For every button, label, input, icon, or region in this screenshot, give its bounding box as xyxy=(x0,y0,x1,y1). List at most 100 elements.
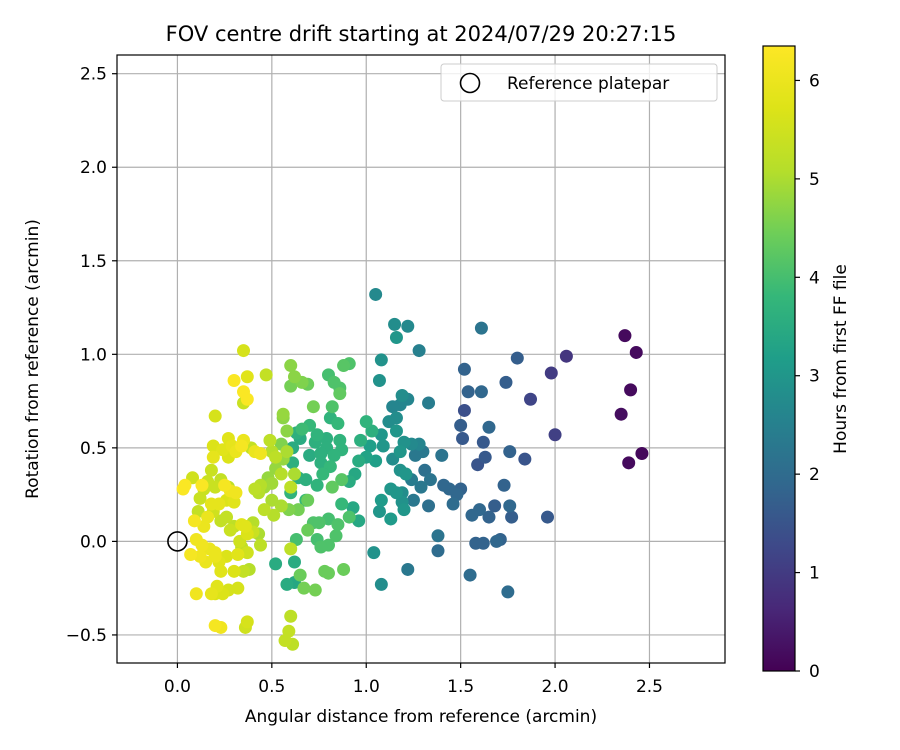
data-point xyxy=(397,503,411,517)
data-point xyxy=(544,366,558,380)
y-axis-label: Rotation from reference (arcmin) xyxy=(23,219,43,499)
data-point xyxy=(195,478,209,492)
legend-label: Reference platepar xyxy=(507,74,669,94)
data-point xyxy=(395,388,409,402)
data-point xyxy=(240,370,254,384)
data-point xyxy=(295,422,309,436)
chart-title: FOV centre drift starting at 2024/07/29 … xyxy=(166,22,677,46)
data-point xyxy=(399,467,413,481)
plot-frame xyxy=(116,54,726,664)
data-point xyxy=(204,497,218,511)
data-point xyxy=(204,463,218,477)
y-tick-label: 2.5 xyxy=(80,65,107,85)
data-point xyxy=(308,583,322,597)
data-point xyxy=(284,359,298,373)
data-point xyxy=(325,400,339,414)
data-point xyxy=(435,448,449,462)
data-point xyxy=(482,420,496,434)
data-point xyxy=(327,448,341,462)
data-point xyxy=(374,353,388,367)
data-point xyxy=(352,454,366,468)
data-point xyxy=(310,478,324,492)
data-point xyxy=(227,564,241,578)
data-point xyxy=(342,510,356,524)
x-tick-label: 2.5 xyxy=(636,677,663,697)
data-point xyxy=(280,424,294,438)
data-point xyxy=(463,568,477,582)
colorbar-gradient xyxy=(762,45,796,672)
data-point xyxy=(518,452,532,466)
data-point xyxy=(206,450,220,464)
data-point xyxy=(622,456,636,470)
data-point xyxy=(329,529,343,543)
data-point xyxy=(454,418,468,432)
data-point xyxy=(289,533,303,547)
data-point xyxy=(382,415,396,429)
data-point xyxy=(474,321,488,335)
data-point xyxy=(321,566,335,580)
legend-box xyxy=(440,63,718,102)
data-point xyxy=(457,403,471,417)
data-point xyxy=(331,518,345,532)
data-point xyxy=(314,540,328,554)
colorbar-tick-label: 0 xyxy=(809,662,820,682)
data-point xyxy=(372,374,386,388)
data-point xyxy=(240,392,254,406)
data-point xyxy=(423,473,437,487)
data-point xyxy=(325,480,339,494)
y-tick-label: 2.0 xyxy=(80,158,107,178)
x-tick-label: 2.0 xyxy=(542,677,569,697)
data-point xyxy=(478,450,492,464)
data-point xyxy=(372,504,386,518)
data-point xyxy=(193,491,207,505)
data-point xyxy=(401,562,415,576)
data-point xyxy=(422,499,436,513)
colorbar-tick-label: 2 xyxy=(809,465,820,485)
grid-lines xyxy=(117,55,725,663)
y-tick-label: 0.5 xyxy=(80,439,107,459)
data-point xyxy=(629,345,643,359)
data-point xyxy=(406,493,420,507)
data-point xyxy=(388,317,402,331)
reference-platepar-marker xyxy=(167,531,188,552)
data-point xyxy=(267,508,281,522)
data-point xyxy=(431,529,445,543)
data-point xyxy=(238,519,252,533)
data-point xyxy=(354,433,368,447)
data-point xyxy=(331,417,345,431)
data-point xyxy=(548,428,562,442)
axes-ticks: 0.0 0.5 1.0 1.5 2.0 2.5 −0.5 0.0 0.5 1.0 1.5 2.0 2.5 xyxy=(66,65,663,697)
data-point xyxy=(359,415,373,429)
data-point xyxy=(488,499,502,513)
data-point xyxy=(284,609,298,623)
x-tick-label: 0.0 xyxy=(164,677,191,697)
data-point xyxy=(274,499,288,513)
data-point xyxy=(204,587,218,601)
data-point xyxy=(287,467,301,481)
data-point xyxy=(189,587,203,601)
data-point xyxy=(386,400,400,414)
data-point xyxy=(374,493,388,507)
data-point xyxy=(208,619,222,633)
data-point xyxy=(306,400,320,414)
data-point xyxy=(389,424,403,438)
data-point xyxy=(401,319,415,333)
data-point xyxy=(195,538,209,552)
data-point xyxy=(187,514,201,528)
colorbar-tick-label: 1 xyxy=(809,564,820,584)
colorbar-label: Hours from first FF file xyxy=(831,264,851,454)
colorbar: 0 1 2 3 4 5 6 Hours from first FF file xyxy=(762,45,851,682)
data-point xyxy=(269,557,283,571)
data-point xyxy=(418,463,432,477)
data-point xyxy=(208,409,222,423)
data-point xyxy=(559,349,573,363)
data-point xyxy=(412,344,426,358)
y-tick-label: −0.5 xyxy=(66,626,107,646)
data-point xyxy=(231,547,245,561)
data-point xyxy=(476,435,490,449)
data-point xyxy=(237,344,251,358)
data-point xyxy=(501,585,515,599)
data-point xyxy=(257,503,271,517)
data-point xyxy=(541,510,555,524)
colorbar-tick-label: 4 xyxy=(809,268,820,288)
